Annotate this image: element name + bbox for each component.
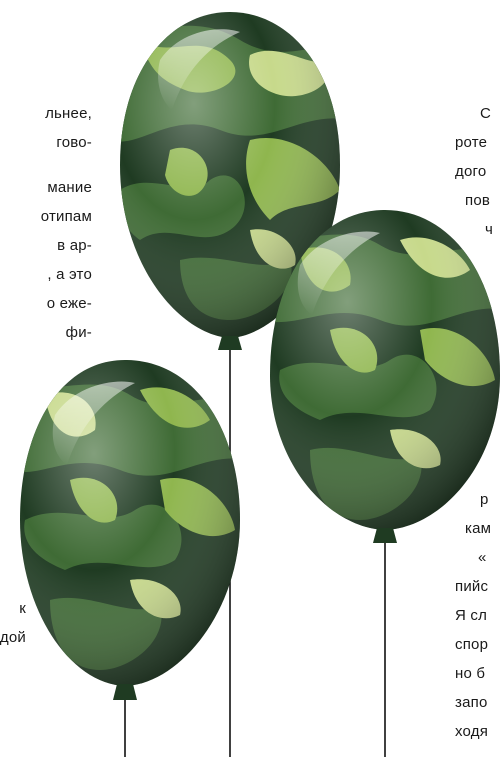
right-text-line: дого [455,163,487,180]
right-text-line: роте [455,134,488,151]
right-text-line: ч [485,221,494,238]
left-text-line: в ар- [57,237,92,254]
left-text-line: , а это [47,266,92,283]
right-text-line: пов [465,192,491,209]
left-text-line: к [19,600,26,617]
left-text-line: фи- [65,324,92,341]
right-text-line: пийс [455,578,489,595]
balloon-left [20,360,240,700]
right-text-line: « [478,549,487,566]
left-text-line: дой [0,629,26,646]
left-text-line: отипам [40,208,92,225]
right-text-line: Я сл [455,607,488,624]
left-text-line: о еже- [46,295,92,312]
right-text-line: но б [455,665,486,682]
right-text-line: запо [455,694,488,711]
left-text-line: мание [47,179,92,196]
right-text-line: спор [455,636,489,653]
right-text-line: кам [465,520,492,537]
right-text-line: р [480,491,489,508]
left-text-line: гово- [56,134,92,151]
right-text-line: С [480,105,492,122]
balloon-right [270,210,500,543]
left-text-line: льнее, [45,105,92,122]
right-text-line: ходя [455,723,489,740]
